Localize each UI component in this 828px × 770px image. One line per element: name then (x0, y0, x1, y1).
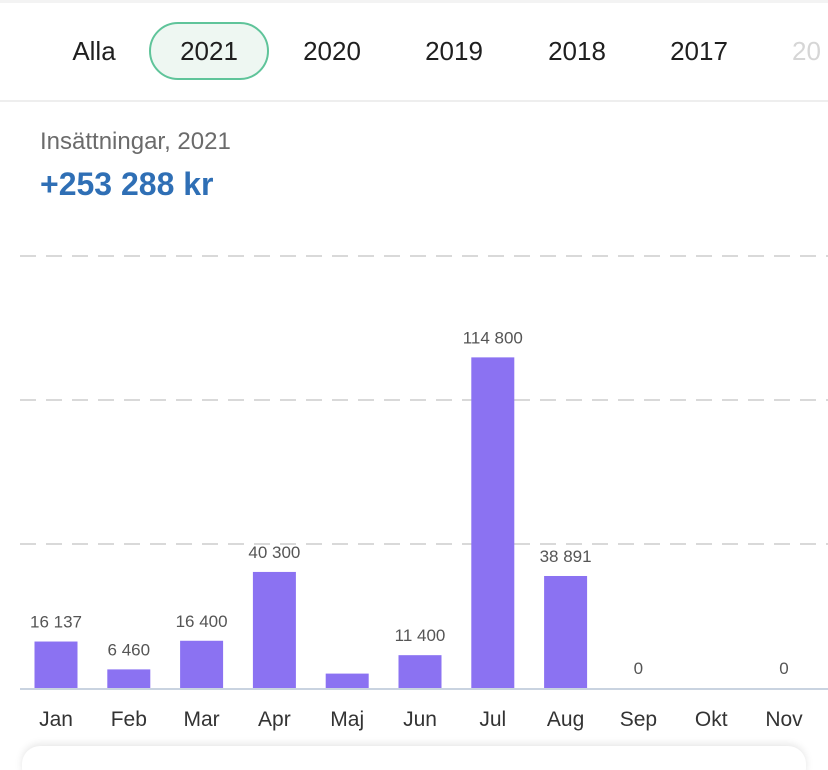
tab-2018[interactable]: 2018 (548, 36, 606, 66)
x-tick-aug: Aug (547, 708, 584, 731)
x-tick-jun: Jun (403, 708, 437, 731)
bottom-card (22, 746, 806, 770)
x-tick-jan: Jan (39, 708, 73, 731)
data-label-jul: 114 800 (463, 328, 523, 347)
tab-2016-partial[interactable]: 20 (792, 36, 821, 66)
data-label-jan: 16 137 (30, 613, 82, 632)
tab-2019[interactable]: 2019 (425, 36, 483, 66)
bar-apr (252, 571, 296, 688)
x-tick-mar: Mar (184, 708, 220, 731)
data-label-feb: 6 460 (108, 640, 151, 659)
data-label-mar: 16 400 (176, 612, 228, 631)
tab-all[interactable]: Alla (72, 36, 116, 66)
year-tab-bar: Alla 2021 2020 2019 2018 2017 20 (0, 0, 828, 102)
bar-jan (34, 641, 78, 688)
x-tick-jul: Jul (479, 708, 506, 731)
bar-feb (107, 669, 151, 688)
deposits-total: +253 288 kr (40, 166, 214, 202)
data-label-aug: 38 891 (540, 547, 592, 566)
tab-2020[interactable]: 2020 (303, 36, 361, 66)
x-tick-sep: Sep (620, 708, 657, 731)
tab-2017[interactable]: 2017 (670, 36, 728, 66)
data-label-jun: 11 400 (395, 626, 446, 645)
deposits-bar-chart: 16 137 Jan 6 460 Feb 16 400 Mar 40 300 Apr Maj 11… (20, 255, 828, 731)
bar-jul (471, 357, 515, 688)
top-divider (0, 0, 828, 3)
bar-aug (544, 575, 588, 688)
data-label-sep: 0 (634, 659, 643, 678)
data-label-apr: 40 300 (248, 543, 300, 562)
x-tick-feb: Feb (111, 708, 147, 731)
bar-maj (325, 673, 369, 688)
bar-mar (180, 640, 224, 688)
x-tick-okt: Okt (695, 708, 728, 731)
x-tick-apr: Apr (258, 708, 291, 731)
bar-jun (398, 655, 442, 688)
x-tick-nov: Nov (765, 708, 803, 731)
data-label-nov: 0 (779, 659, 788, 678)
x-tick-maj: Maj (330, 708, 364, 731)
tab-2021[interactable]: 2021 (149, 22, 269, 80)
deposits-title: Insättningar, 2021 (40, 128, 231, 155)
